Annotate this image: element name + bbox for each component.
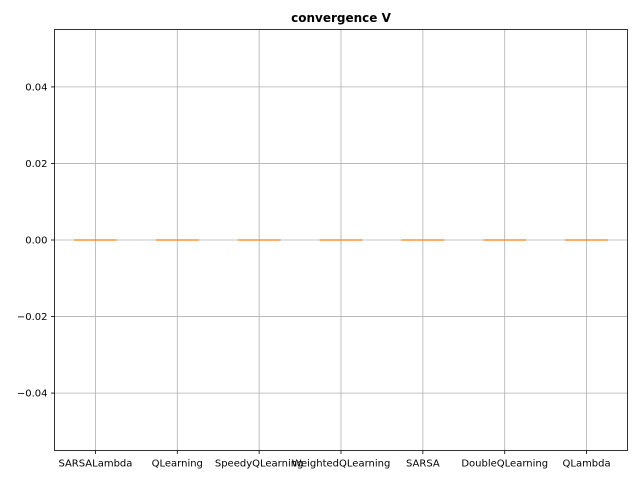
x-tick-label: SpeedyQLearning: [215, 459, 304, 470]
x-tick-label: QLearning: [152, 459, 203, 470]
x-tick-label: DoubleQLearning: [461, 459, 548, 470]
chart-title: convergence V: [291, 11, 391, 25]
y-axis: −0.04 −0.02 0.00 0.02 0.04: [17, 82, 55, 400]
x-tick-label: WeightedQLearning: [292, 459, 391, 470]
x-tick-label: SARSALambda: [58, 459, 132, 470]
x-tick-label: SARSA: [406, 459, 440, 470]
y-tick-label: −0.02: [17, 312, 48, 323]
x-axis: SARSALambda QLearning SpeedyQLearningWeigh…: [58, 450, 611, 470]
y-tick-label: 0.02: [25, 159, 47, 170]
y-tick-label: 0.00: [25, 236, 47, 247]
y-tick-label: 0.04: [25, 82, 47, 93]
y-tick-label: −0.04: [17, 389, 48, 400]
x-tick-label: QLambda: [563, 459, 611, 470]
